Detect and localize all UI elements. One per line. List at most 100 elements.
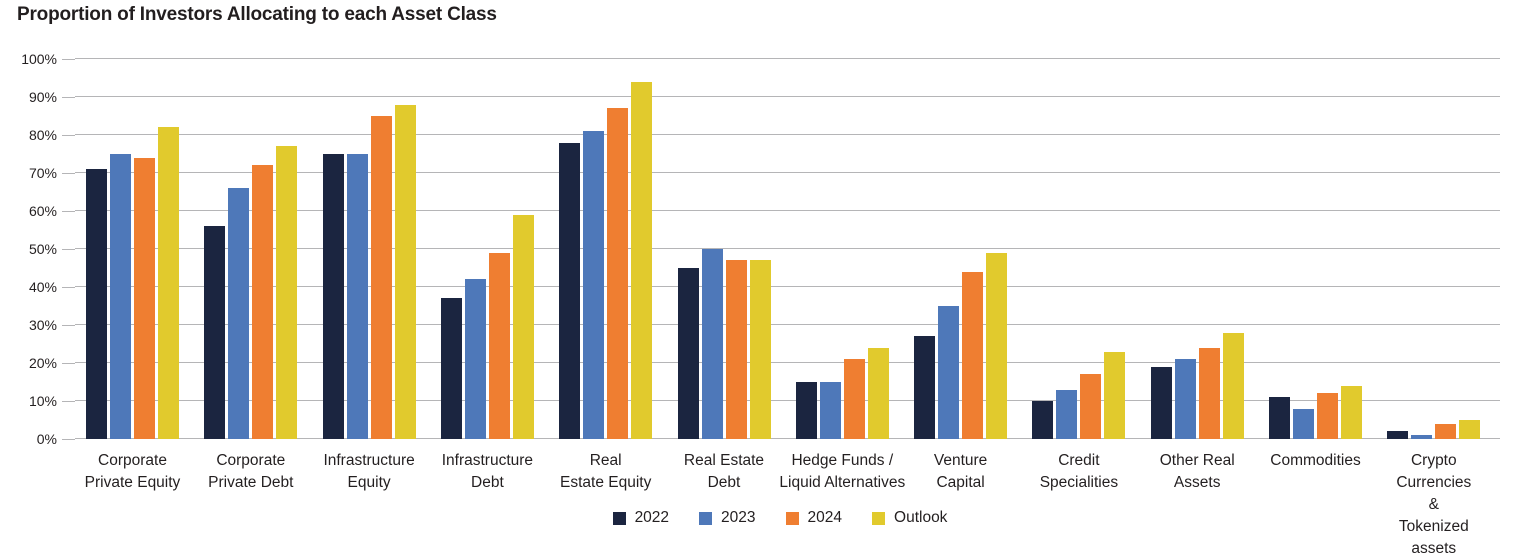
bar-2024 (843, 359, 865, 439)
gridline (75, 134, 1500, 135)
legend-swatch (612, 511, 626, 525)
bar-group (322, 59, 416, 439)
gridline (75, 400, 1500, 401)
bar-2023 (1056, 389, 1078, 439)
y-axis-tick-label: 80% (28, 127, 57, 143)
gridline (75, 438, 1500, 439)
gridline (75, 362, 1500, 363)
legend-label: 2024 (807, 509, 843, 526)
bar-2023 (464, 279, 486, 439)
y-tick-mark (62, 59, 75, 60)
bar-2023 (1411, 435, 1433, 439)
y-tick-mark (62, 249, 75, 250)
x-axis-category-label: Commodities (1270, 452, 1361, 469)
legend-item-2023: 2023 (699, 509, 756, 527)
bar-2023 (583, 131, 605, 439)
bar-2024 (370, 116, 392, 439)
bar-2023 (938, 306, 960, 439)
bar-2023 (228, 188, 250, 439)
gridline (75, 210, 1500, 211)
x-axis-category-label: Corporate Private Equity (84, 452, 181, 491)
bar-group (1269, 59, 1362, 439)
legend-swatch (872, 511, 886, 525)
y-tick-mark (62, 401, 75, 402)
y-tick-mark (62, 287, 75, 288)
bar-outlook (867, 347, 889, 439)
bar-group (914, 59, 1008, 439)
legend-swatch (785, 511, 799, 525)
bar-2022 (1269, 397, 1290, 439)
y-tick-mark (62, 97, 75, 98)
x-axis-category-label: Hedge Funds / Liquid Alternatives (779, 452, 906, 491)
x-axis-category-label: Other Real Assets (1159, 452, 1235, 491)
bar-2023 (110, 154, 131, 439)
bar-outlook (158, 127, 179, 439)
bar-2024 (252, 165, 274, 439)
bar-outlook (749, 260, 771, 439)
y-axis-tick-label: 90% (28, 89, 57, 105)
bar-outlook (631, 81, 653, 439)
y-tick-mark (62, 325, 75, 326)
bar-2022 (677, 268, 699, 439)
bar-outlook (276, 146, 298, 439)
bar-group (795, 59, 889, 439)
y-tick-mark (62, 173, 75, 174)
legend: 2022 2023 2024 Outlook (0, 509, 1515, 527)
y-axis-tick-label: 60% (28, 203, 57, 219)
legend-label: 2022 (634, 509, 670, 526)
x-axis-category-label: Real Estate Debt (683, 452, 765, 491)
bar-outlook (394, 104, 416, 439)
y-tick-mark (62, 439, 75, 440)
bar-2022 (559, 142, 581, 439)
x-axis-category-label: Real Estate Equity (560, 452, 652, 491)
gridline (75, 96, 1500, 97)
y-axis-tick-label: 30% (28, 317, 57, 333)
legend-label: 2023 (721, 509, 756, 526)
bar-outlook (1459, 420, 1481, 439)
x-axis-category-label: Venture Capital (933, 452, 988, 491)
y-tick-mark (62, 363, 75, 364)
bar-outlook (1104, 351, 1126, 439)
plot-area (75, 58, 1500, 439)
legend-item-outlook: Outlook (872, 509, 947, 527)
y-tick-mark (62, 211, 75, 212)
bar-group (1150, 59, 1244, 439)
y-axis-tick-label: 100% (21, 51, 57, 67)
bar-outlook (986, 252, 1008, 439)
y-axis-tick-label: 50% (28, 241, 57, 257)
bar-group (204, 59, 298, 439)
bar-group (677, 59, 771, 439)
bar-2023 (1174, 359, 1196, 439)
bar-2024 (1198, 347, 1220, 439)
bar-2024 (134, 157, 155, 439)
gridline (75, 58, 1500, 59)
bar-2024 (962, 271, 984, 439)
bar-2022 (795, 382, 817, 439)
bar-2024 (607, 108, 629, 439)
bar-2022 (86, 169, 107, 439)
legend-item-2022: 2022 (612, 509, 670, 527)
y-axis-tick-label: 0% (36, 431, 57, 447)
bar-2023 (701, 249, 723, 439)
bar-group (1387, 59, 1481, 439)
bar-2022 (440, 298, 462, 439)
y-axis-tick-label: 40% (28, 279, 57, 295)
bar-2022 (1032, 401, 1054, 439)
x-axis-category-label: Corporate Private Debt (208, 452, 294, 491)
x-axis-category-label: Infrastructure Equity (323, 452, 415, 491)
x-axis-category-label: Infrastructure Debt (441, 452, 534, 491)
bar-2022 (1387, 431, 1409, 439)
chart-title: Proportion of Investors Allocating to ea… (17, 4, 497, 25)
bar-2022 (322, 154, 344, 439)
bar-2023 (1293, 408, 1314, 439)
bar-group (1032, 59, 1126, 439)
y-axis-tick-label: 20% (28, 355, 57, 371)
legend-item-2024: 2024 (785, 509, 843, 527)
bar-2024 (725, 260, 747, 439)
x-axis-category-label: Credit Specialities (1039, 452, 1119, 491)
x-axis-category-label: Crypto Currencies & Tokenized assets (1396, 452, 1472, 557)
legend-swatch (699, 511, 713, 525)
y-axis-tick-label: 10% (28, 393, 57, 409)
bar-group (559, 59, 653, 439)
gridline (75, 324, 1500, 325)
